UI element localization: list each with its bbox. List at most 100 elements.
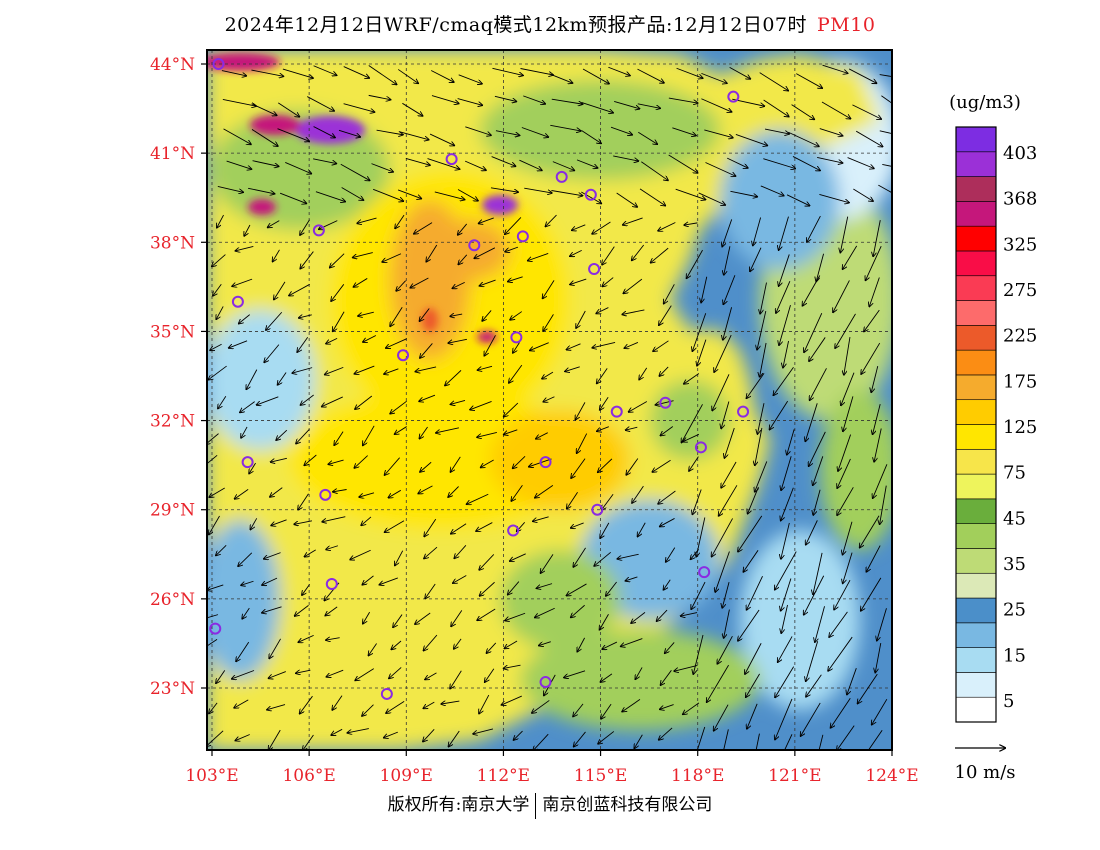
wind-vector — [479, 554, 495, 569]
lon-tick-label: 121°E — [768, 766, 821, 786]
wind-vector — [326, 337, 338, 343]
wind-vector — [597, 368, 608, 383]
wind-vector — [723, 729, 729, 750]
wind-vector — [251, 129, 278, 146]
lon-tick-label: 106°E — [282, 766, 335, 786]
wind-vector — [478, 365, 493, 370]
lat-tick-label: 35°N — [150, 322, 195, 342]
wind-vector — [207, 454, 218, 465]
wind-vector — [331, 284, 345, 301]
wind-vector — [786, 194, 809, 206]
wind-vector — [574, 731, 586, 747]
wind-vector — [279, 192, 306, 203]
wind-vector — [480, 581, 495, 596]
wind-vector — [424, 546, 438, 558]
wind-vector — [450, 670, 462, 689]
wind-vector — [386, 700, 405, 713]
wind-vector — [429, 133, 454, 145]
wind-vector — [764, 128, 789, 134]
wind-vector — [691, 581, 706, 609]
wind-vector — [621, 638, 643, 647]
wind-vector — [551, 98, 583, 104]
wind-vector — [837, 487, 854, 515]
wind-vector — [301, 394, 314, 405]
wind-vector — [300, 695, 313, 713]
wind-vector — [248, 187, 274, 193]
wind-vector — [209, 487, 225, 497]
wind-vector — [871, 365, 879, 392]
legend-color-band — [955, 647, 997, 673]
wind-vector — [596, 307, 609, 314]
wind-vector — [707, 664, 729, 702]
wind-vector — [494, 95, 516, 101]
city-marker — [591, 503, 604, 516]
wind-vector — [659, 305, 672, 325]
wind-vector — [592, 341, 616, 347]
wind-vector — [601, 703, 612, 719]
wind-vector — [730, 190, 757, 196]
wind-vector — [878, 184, 892, 194]
wind-vector — [418, 485, 433, 494]
wind-vector — [813, 456, 824, 485]
wind-vector — [542, 371, 554, 379]
wind-vector — [424, 518, 437, 536]
wind-vector — [419, 394, 436, 401]
wind-vector — [425, 583, 436, 598]
wind-vector — [571, 458, 586, 478]
wind-vector — [760, 282, 767, 314]
wind-vector — [600, 613, 609, 630]
wind-vector — [819, 194, 849, 202]
wind-vector — [358, 311, 374, 316]
wind-vector — [822, 64, 848, 73]
title-pollutant: PM10 — [817, 14, 876, 36]
legend-color-band — [955, 151, 997, 177]
wind-vector — [278, 372, 287, 385]
wind-vector — [819, 128, 843, 136]
wind-vector — [457, 98, 483, 106]
wind-vector — [747, 576, 763, 610]
legend-label: 75 — [1003, 463, 1026, 484]
legend-color-band — [955, 399, 997, 425]
wind-vector — [724, 427, 735, 458]
wind-vector — [479, 217, 494, 223]
wind-vector — [454, 544, 467, 558]
wind-vector — [396, 280, 406, 291]
wind-vector — [631, 612, 646, 623]
city-marker — [727, 90, 740, 103]
city-marker — [698, 566, 711, 579]
wind-vector — [385, 520, 405, 532]
wind-vector — [602, 246, 615, 265]
wind-vector — [300, 219, 310, 235]
wind-vector — [828, 636, 853, 671]
wind-vector — [781, 522, 790, 559]
wind-vector — [533, 516, 549, 522]
wind-vector — [570, 278, 587, 284]
wind-vector — [480, 279, 496, 286]
wind-vector — [689, 456, 699, 471]
wind-vector — [362, 704, 374, 716]
wind-vector — [397, 189, 421, 199]
wind-vector — [510, 311, 523, 320]
wind-vector — [307, 96, 334, 111]
city-marker — [584, 188, 597, 201]
legend-color-band — [955, 622, 997, 648]
city-marker — [445, 153, 458, 166]
wind-vector — [879, 130, 892, 135]
legend-label: 45 — [1003, 508, 1026, 529]
wind-vector — [252, 160, 279, 167]
wind-vector — [801, 702, 821, 736]
wind-vector — [806, 674, 822, 697]
wind-vector — [458, 254, 468, 265]
wind-vector — [276, 429, 288, 440]
lon-tick-label: 124°E — [865, 766, 918, 786]
wind-vector — [445, 370, 462, 385]
wind-vector — [354, 278, 368, 286]
wind-vector — [313, 126, 335, 138]
wind-vector — [763, 99, 789, 117]
wind-vector — [235, 246, 254, 250]
wind-vector — [207, 638, 218, 649]
wind-vector — [482, 310, 492, 320]
wind-vector — [866, 545, 881, 572]
wind-vector — [491, 156, 516, 167]
city-marker — [737, 405, 750, 418]
